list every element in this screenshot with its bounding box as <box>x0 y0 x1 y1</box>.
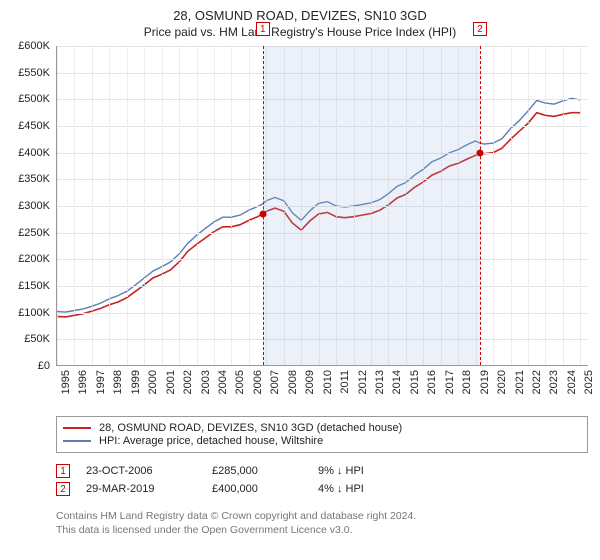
legend-label: HPI: Average price, detached house, Wilt… <box>99 435 323 447</box>
x-axis-label: 2018 <box>461 370 473 394</box>
gridline-v <box>92 46 93 365</box>
transaction-price: £285,000 <box>212 465 302 477</box>
legend-row: 28, OSMUND ROAD, DEVIZES, SN10 3GD (deta… <box>63 422 581 434</box>
transaction-date: 23-OCT-2006 <box>86 465 196 477</box>
gridline-v <box>214 46 215 365</box>
x-axis-label: 1999 <box>130 370 142 394</box>
transaction-delta: 4% ↓ HPI <box>318 483 364 495</box>
x-axis-label: 2005 <box>234 370 246 394</box>
x-axis-label: 2020 <box>496 370 508 394</box>
gridline-v <box>511 46 512 365</box>
x-axis-label: 2013 <box>374 370 386 394</box>
y-axis-label: £100K <box>0 307 50 319</box>
footer-line: Contains HM Land Registry data © Crown c… <box>56 510 588 524</box>
y-axis-label: £300K <box>0 200 50 212</box>
ownership-shade <box>263 46 480 365</box>
x-axis-label: 2003 <box>200 370 212 394</box>
gridline-v <box>57 46 58 365</box>
legend-row: HPI: Average price, detached house, Wilt… <box>63 435 581 447</box>
y-axis-label: £200K <box>0 253 50 265</box>
transaction-marker: 1 <box>56 464 70 478</box>
legend-label: 28, OSMUND ROAD, DEVIZES, SN10 3GD (deta… <box>99 422 402 434</box>
x-axis-label: 1998 <box>112 370 124 394</box>
gridline-v <box>580 46 581 365</box>
gridline-v <box>162 46 163 365</box>
x-axis-label: 2022 <box>531 370 543 394</box>
x-axis-label: 2019 <box>479 370 491 394</box>
transaction-row: 2 29-MAR-2019 £400,000 4% ↓ HPI <box>56 482 588 496</box>
x-axis-label: 2017 <box>444 370 456 394</box>
y-axis-label: £150K <box>0 280 50 292</box>
gridline-v <box>74 46 75 365</box>
y-axis-label: £250K <box>0 227 50 239</box>
sale-marker-box: 1 <box>256 22 270 36</box>
gridline-v <box>545 46 546 365</box>
y-axis-label: £50K <box>0 333 50 345</box>
x-axis-label: 2023 <box>548 370 560 394</box>
y-axis-label: £0 <box>0 360 50 372</box>
gridline-v <box>493 46 494 365</box>
chart-title: 28, OSMUND ROAD, DEVIZES, SN10 3GD <box>0 0 600 23</box>
transaction-row: 1 23-OCT-2006 £285,000 9% ↓ HPI <box>56 464 588 478</box>
series-legend: 28, OSMUND ROAD, DEVIZES, SN10 3GD (deta… <box>56 416 588 453</box>
x-axis-label: 1996 <box>77 370 89 394</box>
gridline-v <box>109 46 110 365</box>
x-axis-label: 2010 <box>322 370 334 394</box>
gridline-v <box>563 46 564 365</box>
x-axis-label: 1997 <box>95 370 107 394</box>
y-axis-label: £400K <box>0 147 50 159</box>
x-axis-label: 2025 <box>583 370 595 394</box>
sale-dot <box>259 211 266 218</box>
y-axis-label: £550K <box>0 67 50 79</box>
gridline-v <box>231 46 232 365</box>
plot-area: 12 <box>56 46 588 366</box>
footer-attribution: Contains HM Land Registry data © Crown c… <box>56 510 588 537</box>
transactions-legend: 1 23-OCT-2006 £285,000 9% ↓ HPI 2 29-MAR… <box>56 460 588 500</box>
x-axis-label: 2011 <box>339 370 351 394</box>
chart-subtitle: Price paid vs. HM Land Registry's House … <box>0 23 600 45</box>
x-axis-label: 2001 <box>165 370 177 394</box>
chart-area: 12 £0 £50K £100K £150K £200K £250K £300K £350K £… <box>0 46 600 406</box>
y-axis-label: £350K <box>0 173 50 185</box>
y-axis-label: £600K <box>0 40 50 52</box>
gridline-v <box>197 46 198 365</box>
x-axis-label: 2021 <box>514 370 526 394</box>
transaction-delta: 9% ↓ HPI <box>318 465 364 477</box>
sale-marker-line <box>263 46 264 365</box>
x-axis-label: 2008 <box>287 370 299 394</box>
x-axis-label: 2006 <box>252 370 264 394</box>
sale-marker-box: 2 <box>473 22 487 36</box>
sale-marker-line <box>480 46 481 365</box>
transaction-marker: 2 <box>56 482 70 496</box>
chart-container: 28, OSMUND ROAD, DEVIZES, SN10 3GD Price… <box>0 0 600 560</box>
x-axis-label: 2014 <box>391 370 403 394</box>
gridline-v <box>179 46 180 365</box>
y-axis-label: £500K <box>0 93 50 105</box>
transaction-price: £400,000 <box>212 483 302 495</box>
x-axis-label: 2015 <box>409 370 421 394</box>
transaction-date: 29-MAR-2019 <box>86 483 196 495</box>
x-axis-label: 2002 <box>182 370 194 394</box>
legend-swatch <box>63 440 91 442</box>
x-axis-label: 2016 <box>426 370 438 394</box>
x-axis-label: 2024 <box>566 370 578 394</box>
x-axis-label: 1995 <box>60 370 72 394</box>
footer-line: This data is licensed under the Open Gov… <box>56 524 588 538</box>
gridline-v <box>127 46 128 365</box>
gridline-v <box>249 46 250 365</box>
sale-dot <box>476 149 483 156</box>
legend-swatch <box>63 427 91 429</box>
x-axis-label: 2009 <box>304 370 316 394</box>
x-axis-label: 2012 <box>357 370 369 394</box>
y-axis-label: £450K <box>0 120 50 132</box>
gridline-v <box>528 46 529 365</box>
x-axis-label: 2000 <box>147 370 159 394</box>
x-axis-label: 2004 <box>217 370 229 394</box>
gridline-v <box>144 46 145 365</box>
x-axis-label: 2007 <box>269 370 281 394</box>
